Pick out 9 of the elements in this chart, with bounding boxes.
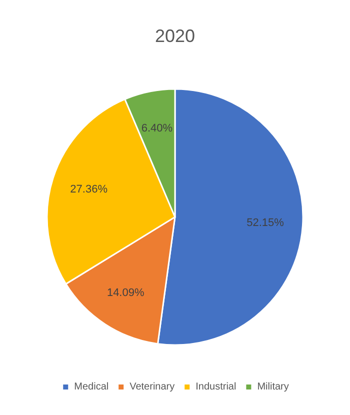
legend-label: Industrial — [196, 382, 236, 392]
legend-label: Military — [257, 382, 289, 392]
legend-label: Medical — [74, 382, 109, 392]
data-label: 27.36% — [70, 183, 108, 196]
chart-title: 2020 — [154, 26, 196, 46]
data-label: 6.40% — [141, 122, 173, 134]
legend-label: Veterinary — [130, 382, 175, 392]
data-label: 14.09% — [106, 286, 144, 299]
data-label: 52.15% — [246, 217, 284, 230]
